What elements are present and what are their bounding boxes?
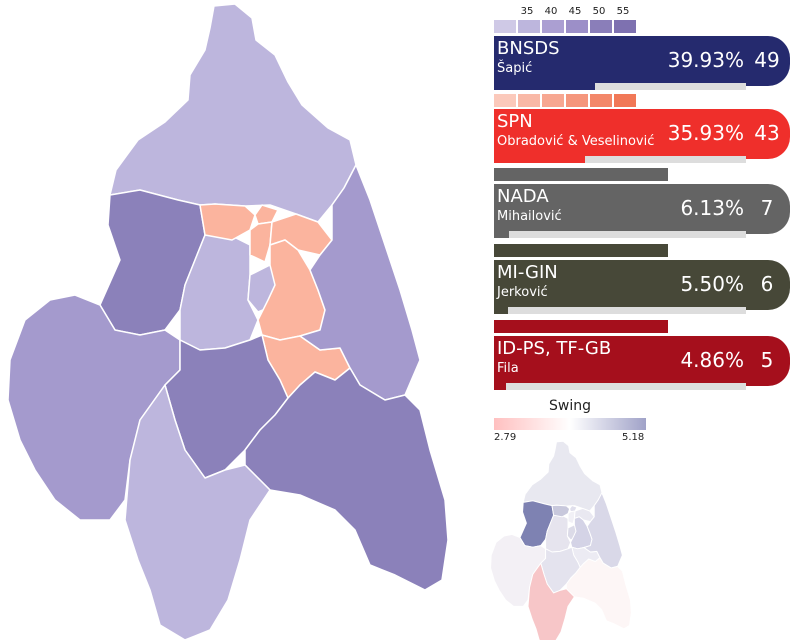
party-seats: 5 bbox=[760, 348, 774, 372]
party-seats: 6 bbox=[760, 272, 774, 296]
party-percent: 4.86% bbox=[680, 348, 744, 372]
scale-tick: 35 bbox=[520, 6, 534, 17]
party-bar bbox=[494, 83, 746, 90]
scale-swatch bbox=[494, 20, 516, 33]
party-bar-fill bbox=[494, 83, 595, 90]
party-box: SPN Obradović & Veselinović 35.93% 43 bbox=[494, 109, 790, 159]
scale-swatch bbox=[518, 20, 540, 33]
party-name: MI-GIN bbox=[497, 262, 558, 283]
party-name: SPN bbox=[497, 111, 533, 132]
scale-swatch bbox=[542, 20, 564, 33]
party-name: BNSDS bbox=[497, 38, 560, 59]
belgrade-results-map bbox=[7, 3, 449, 641]
scale-swatch bbox=[494, 94, 516, 107]
party-box: ID-PS, TF-GB Fila 4.86% 5 bbox=[494, 336, 790, 386]
scale-swatch bbox=[518, 94, 540, 107]
scale-swatch bbox=[494, 168, 668, 181]
party-bar bbox=[494, 383, 746, 390]
party-percent: 5.50% bbox=[680, 272, 744, 296]
party-box: BNSDS Šapić 39.93% 49 bbox=[494, 36, 790, 86]
swing-gradient bbox=[494, 418, 646, 430]
party-leader: Fila bbox=[497, 361, 519, 376]
party-bar-fill bbox=[494, 307, 508, 314]
party-scale bbox=[494, 20, 636, 33]
swing-min-label: 2.79 bbox=[494, 432, 517, 443]
party-bar bbox=[494, 307, 746, 314]
scale-swatch bbox=[590, 20, 612, 33]
party-scale bbox=[494, 94, 636, 107]
party-scale bbox=[494, 244, 668, 257]
scale-tick: 45 bbox=[568, 6, 582, 17]
party-percent: 6.13% bbox=[680, 196, 744, 220]
region-stari-grad[interactable] bbox=[249, 221, 273, 263]
party-bar-fill bbox=[494, 383, 507, 390]
swing-title: Swing bbox=[549, 398, 591, 414]
scale-swatch bbox=[494, 244, 668, 257]
party-bar-fill bbox=[494, 156, 585, 163]
party-box: NADA Mihailović 6.13% 7 bbox=[494, 184, 790, 234]
party-seats: 7 bbox=[760, 196, 774, 220]
party-leader: Mihailović bbox=[497, 209, 562, 224]
scale-swatch bbox=[566, 94, 588, 107]
party-percent: 39.93% bbox=[667, 48, 744, 72]
scale-tick: 50 bbox=[592, 6, 606, 17]
region-zemun[interactable] bbox=[254, 204, 279, 225]
scale-swatch bbox=[494, 320, 668, 333]
party-scale bbox=[494, 168, 668, 181]
scale-swatch bbox=[542, 94, 564, 107]
region-obrenovac[interactable] bbox=[7, 294, 181, 521]
party-scale bbox=[494, 320, 668, 333]
party-bar bbox=[494, 231, 746, 238]
region-palilula[interactable] bbox=[109, 3, 357, 223]
scale-swatch bbox=[614, 20, 636, 33]
scale-ticks: 35 40 45 50 55 bbox=[494, 6, 668, 20]
party-name: NADA bbox=[497, 186, 549, 207]
party-percent: 35.93% bbox=[667, 121, 744, 145]
party-leader: Jerković bbox=[497, 285, 548, 300]
scale-swatch bbox=[614, 94, 636, 107]
party-seats: 43 bbox=[754, 121, 780, 145]
scale-tick: 40 bbox=[544, 6, 558, 17]
swing-max-label: 5.18 bbox=[622, 432, 645, 443]
party-bar-fill bbox=[494, 231, 510, 238]
party-box: MI-GIN Jerković 5.50% 6 bbox=[494, 260, 790, 310]
swing-mini-map bbox=[490, 440, 632, 640]
scale-tick: 55 bbox=[616, 6, 630, 17]
party-name: ID-PS, TF-GB bbox=[497, 338, 612, 359]
region-lazarevac[interactable] bbox=[124, 384, 271, 641]
scale-swatch bbox=[590, 94, 612, 107]
party-bar bbox=[494, 156, 746, 163]
scale-swatch bbox=[566, 20, 588, 33]
party-leader: Šapić bbox=[497, 61, 533, 76]
party-seats: 49 bbox=[754, 48, 780, 72]
region-novi-beograd[interactable] bbox=[199, 203, 256, 241]
party-leader: Obradović & Veselinović bbox=[497, 134, 655, 149]
